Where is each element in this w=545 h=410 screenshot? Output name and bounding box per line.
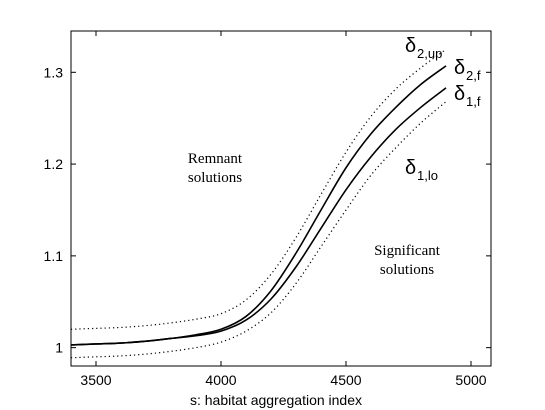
- plot-area: [70, 30, 492, 367]
- series-line-d1f: [70, 87, 447, 346]
- y-tick-label: 1.2: [44, 156, 64, 172]
- y-tick-label: 1: [55, 340, 63, 356]
- label-delta-2-f-sub: 2,f: [466, 68, 481, 83]
- annotation-significant-line2: solutions: [380, 262, 434, 278]
- series-layer: [70, 48, 447, 359]
- label-delta-2-up: δ 2,up: [405, 35, 442, 61]
- annotation-remnant-line1: Remnant: [188, 151, 243, 167]
- annotation-significant-line1: Significant: [374, 243, 441, 259]
- label-delta-1-lo-main: δ: [405, 157, 416, 179]
- annotation-remnant-line2: solutions: [188, 170, 242, 186]
- series-line-d1lo: [70, 101, 447, 359]
- label-delta-1-f-sub: 1,f: [466, 94, 481, 109]
- x-tick-label: 5000: [455, 372, 486, 388]
- label-delta-2-f: δ 2,f: [454, 57, 481, 83]
- label-delta-2-f-main: δ: [454, 57, 465, 79]
- x-tick-label: 4500: [330, 372, 361, 388]
- label-delta-1-f: δ 1,f: [454, 83, 481, 109]
- y-axis-ticks: 1 1.1 1.2 1.3: [44, 64, 491, 356]
- label-delta-1-lo-sub: 1,lo: [417, 168, 438, 183]
- y-tick-label: 1.3: [44, 64, 64, 80]
- label-delta-2-up-main: δ: [405, 35, 416, 57]
- label-delta-2-up-sub: 2,up: [417, 46, 442, 61]
- label-delta-1-f-main: δ: [454, 83, 465, 105]
- x-axis-ticks: 3500 4000 4500 5000: [80, 31, 487, 388]
- x-axis-label: s: habitat aggregation index: [190, 392, 362, 408]
- label-delta-1-lo: δ 1,lo: [405, 157, 438, 183]
- y-tick-label: 1.1: [44, 248, 64, 264]
- x-tick-label: 4000: [205, 372, 236, 388]
- x-tick-label: 3500: [80, 372, 111, 388]
